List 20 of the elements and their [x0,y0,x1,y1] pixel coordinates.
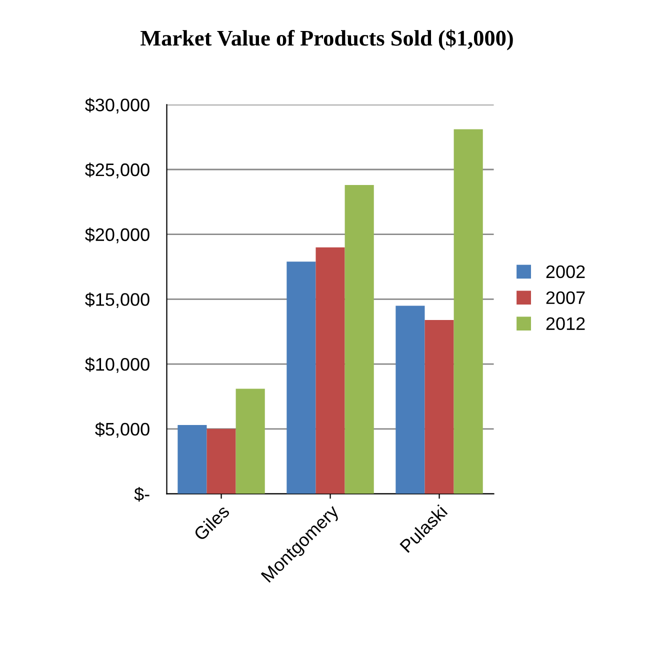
y-tick-label: $10,000 [85,357,150,373]
bar [206,428,236,494]
y-tick-label: $5,000 [95,422,150,438]
legend-label: 2002 [546,265,585,278]
y-tick-label: $15,000 [85,292,150,308]
y-tick-label: $25,000 [85,162,150,178]
legend-label: 2012 [546,317,585,330]
bar [344,185,374,494]
y-tick-label: $30,000 [85,98,150,114]
bar [316,247,345,494]
bar [424,320,454,494]
bar [286,262,316,494]
bar [454,129,483,494]
bar [236,388,265,494]
bar [396,306,425,494]
bar [178,425,207,494]
chart-title: Market Value of Products Sold ($1,000) [140,29,513,50]
legend-label: 2007 [546,291,585,304]
y-tick-label: $- [134,486,150,502]
y-tick-label: $20,000 [85,228,150,244]
